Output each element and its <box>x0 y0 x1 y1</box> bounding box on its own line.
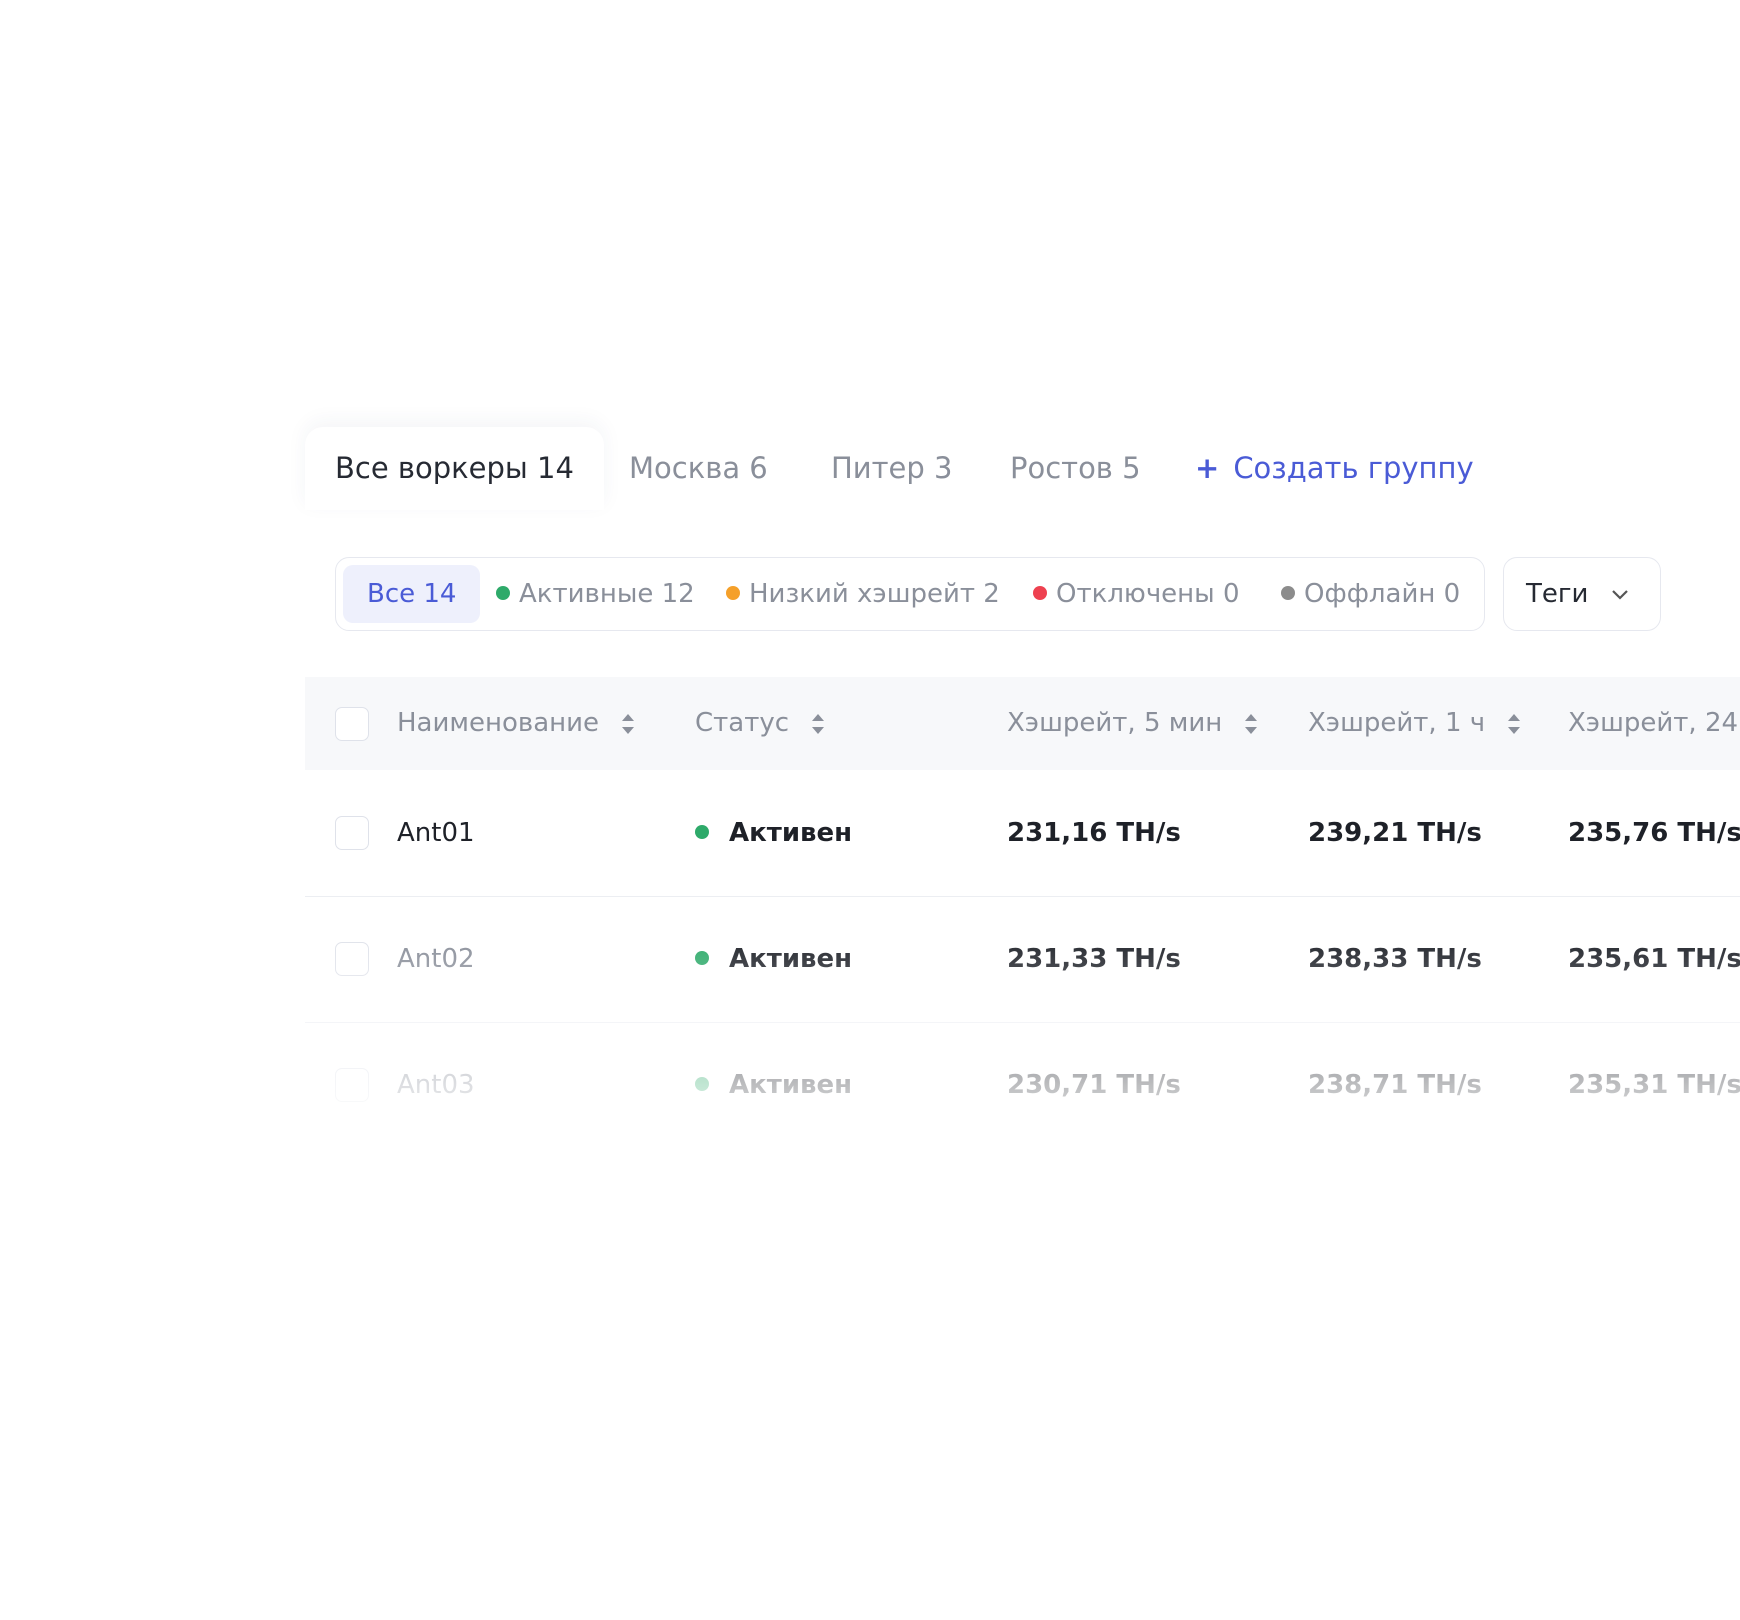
column-title: Наименование <box>397 708 600 738</box>
row-checkbox[interactable] <box>335 816 369 850</box>
column-header: Наименование <box>397 677 635 770</box>
status-dot <box>1033 585 1047 600</box>
column-header: Хэшрейт, 5 мин <box>1007 677 1258 770</box>
worker-name: Ant03 <box>397 1070 475 1100</box>
column-header: Статус <box>695 677 825 770</box>
column-title: Статус <box>695 708 790 738</box>
status-cell: Активен <box>695 1022 852 1148</box>
sort-icon[interactable] <box>811 711 825 737</box>
status-filter[interactable]: Низкий хэшрейт 2 <box>726 565 1000 623</box>
panel: Все 14 Активные 12 Низкий хэшрейт 2 Отключе… <box>305 510 1740 1210</box>
filter-label: Отключены 0 <box>1056 579 1240 609</box>
tab-bar: Все воркеры 14 Москва 6 Питер 3 Ростов 5 + Со… <box>305 427 1740 510</box>
tags-label: Теги <box>1526 579 1589 609</box>
column-header: Хэшрейт, 1 ч <box>1308 677 1521 770</box>
tags-dropdown[interactable]: Теги <box>1503 557 1661 631</box>
tab[interactable]: Питер 3 <box>831 451 953 485</box>
status-cell: Активен <box>695 896 852 1022</box>
hashrate-cell: 231,33 TH/s <box>1007 944 1181 974</box>
status-dot <box>726 585 740 600</box>
hashrate-cell: 238,33 TH/s <box>1308 944 1482 974</box>
filter-label: Все 14 <box>367 579 457 609</box>
worker-name: Ant01 <box>397 818 475 848</box>
table-row: Ant03 Активен 230,71 TH/s 238,71 TH/s 235,31… <box>305 1022 1740 1149</box>
hashrate-cell: 235,31 TH/s <box>1568 1070 1740 1100</box>
sort-icon[interactable] <box>1507 711 1521 737</box>
filter-label: Низкий хэшрейт 2 <box>749 579 1000 609</box>
status-cell: Активен <box>695 770 852 896</box>
row-checkbox[interactable] <box>335 942 369 976</box>
sort-icon[interactable] <box>1244 711 1258 737</box>
column-title: Хэшрейт, 1 ч <box>1308 708 1486 738</box>
status-dot <box>695 950 709 965</box>
table-row: Ant01 Активен 231,16 TH/s 239,21 TH/s 235,76… <box>305 770 1740 897</box>
table-header: Наименование Статус Хэшрейт, 5 мин Хэшрейт,… <box>305 677 1740 770</box>
status-filter[interactable]: Все 14 <box>343 565 481 623</box>
create-group-label: Создать группу <box>1233 451 1474 485</box>
create-group-button[interactable]: + Создать группу <box>1195 427 1474 510</box>
tab[interactable]: Москва 6 <box>629 451 768 485</box>
hashrate-cell: 235,61 TH/s <box>1568 944 1740 974</box>
status-dot <box>1281 585 1295 600</box>
hashrate-cell: 239,21 TH/s <box>1308 818 1482 848</box>
status-text: Активен <box>729 1070 853 1100</box>
status-text: Активен <box>729 818 853 848</box>
status-dot <box>496 585 510 600</box>
select-all-checkbox[interactable] <box>335 707 369 741</box>
worker-name: Ant02 <box>397 944 475 974</box>
tab[interactable]: Все воркеры 14 <box>305 427 604 510</box>
hashrate-cell: 231,16 TH/s <box>1007 818 1181 848</box>
status-text: Активен <box>729 944 853 974</box>
hashrate-cell: 235,76 TH/s <box>1568 818 1740 848</box>
row-checkbox[interactable] <box>335 1068 369 1102</box>
status-dot <box>695 1076 709 1091</box>
column-title: Хэшрейт, 5 мин <box>1007 708 1223 738</box>
plus-icon: + <box>1195 451 1220 485</box>
status-filter[interactable]: Отключены 0 <box>1033 565 1240 623</box>
chevron-icon <box>1612 590 1628 600</box>
hashrate-cell: 230,71 TH/s <box>1007 1070 1181 1100</box>
table-row: Ant02 Активен 231,33 TH/s 238,33 TH/s 235,61… <box>305 896 1740 1023</box>
tab[interactable]: Ростов 5 <box>1010 451 1141 485</box>
status-filter[interactable]: Оффлайн 0 <box>1281 565 1460 623</box>
status-filter[interactable]: Активные 12 <box>496 565 695 623</box>
filter-label: Оффлайн 0 <box>1304 579 1461 609</box>
sort-icon[interactable] <box>621 711 635 737</box>
column-header: Хэшрейт, 24 ч <box>1568 677 1740 770</box>
filter-label: Активные 12 <box>519 579 695 609</box>
filter-bar: Все 14 Активные 12 Низкий хэшрейт 2 Отключе… <box>335 557 1485 631</box>
hashrate-cell: 238,71 TH/s <box>1308 1070 1482 1100</box>
status-dot <box>695 824 709 839</box>
column-title: Хэшрейт, 24 ч <box>1568 708 1740 738</box>
